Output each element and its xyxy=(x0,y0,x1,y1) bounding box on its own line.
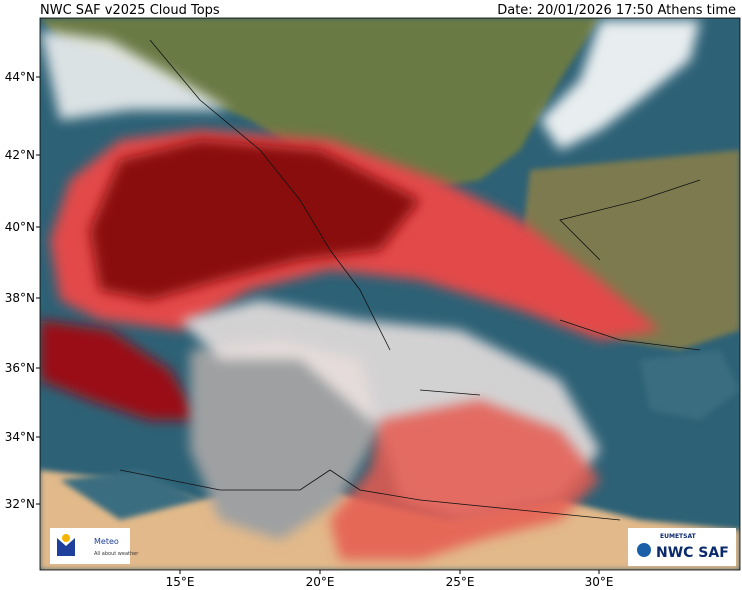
logo-icon xyxy=(57,538,75,556)
lon-label: 30°E xyxy=(585,575,614,589)
cloud xyxy=(40,320,200,420)
logo-name: NWC SAF xyxy=(656,545,729,561)
sea xyxy=(60,470,200,520)
axis-labels: 44°N 42°N 40°N 38°N 36°N 34°N 32°N 15°E 20°E 25°E… xyxy=(5,70,614,589)
nwcsaf-logo: EUMETSAT NWC SAF xyxy=(628,528,736,566)
lat-label: 34°N xyxy=(5,430,35,444)
logo-icon xyxy=(637,543,651,557)
map xyxy=(40,18,740,570)
date: Date: 20/01/2026 17:50 Athens time xyxy=(497,3,736,18)
lat-label: 40°N xyxy=(5,220,35,234)
logo-icon xyxy=(62,534,70,542)
sea xyxy=(640,350,740,420)
land xyxy=(40,18,600,190)
cloud xyxy=(40,30,230,120)
logo-tagline: All about weather xyxy=(94,551,139,557)
title: NWC SAF v2025 Cloud Tops xyxy=(40,3,220,18)
logo-org: EUMETSAT xyxy=(660,533,697,540)
lat-label: 44°N xyxy=(5,70,35,84)
lat-label: 42°N xyxy=(5,148,35,162)
lat-label: 32°N xyxy=(5,497,35,511)
map-frame xyxy=(39,17,741,571)
lat-label: 36°N xyxy=(5,361,35,375)
lon-label: 15°E xyxy=(166,575,195,589)
coastline xyxy=(119,39,701,521)
meteo-logo: Meteo All about weather xyxy=(50,528,139,564)
cloud xyxy=(330,400,600,560)
lon-label: 25°E xyxy=(446,575,475,589)
lon-label: 20°E xyxy=(306,575,335,589)
logo-name: Meteo xyxy=(94,537,119,546)
cloud xyxy=(90,140,420,300)
lat-label: 38°N xyxy=(5,291,35,305)
cloud xyxy=(540,20,700,150)
